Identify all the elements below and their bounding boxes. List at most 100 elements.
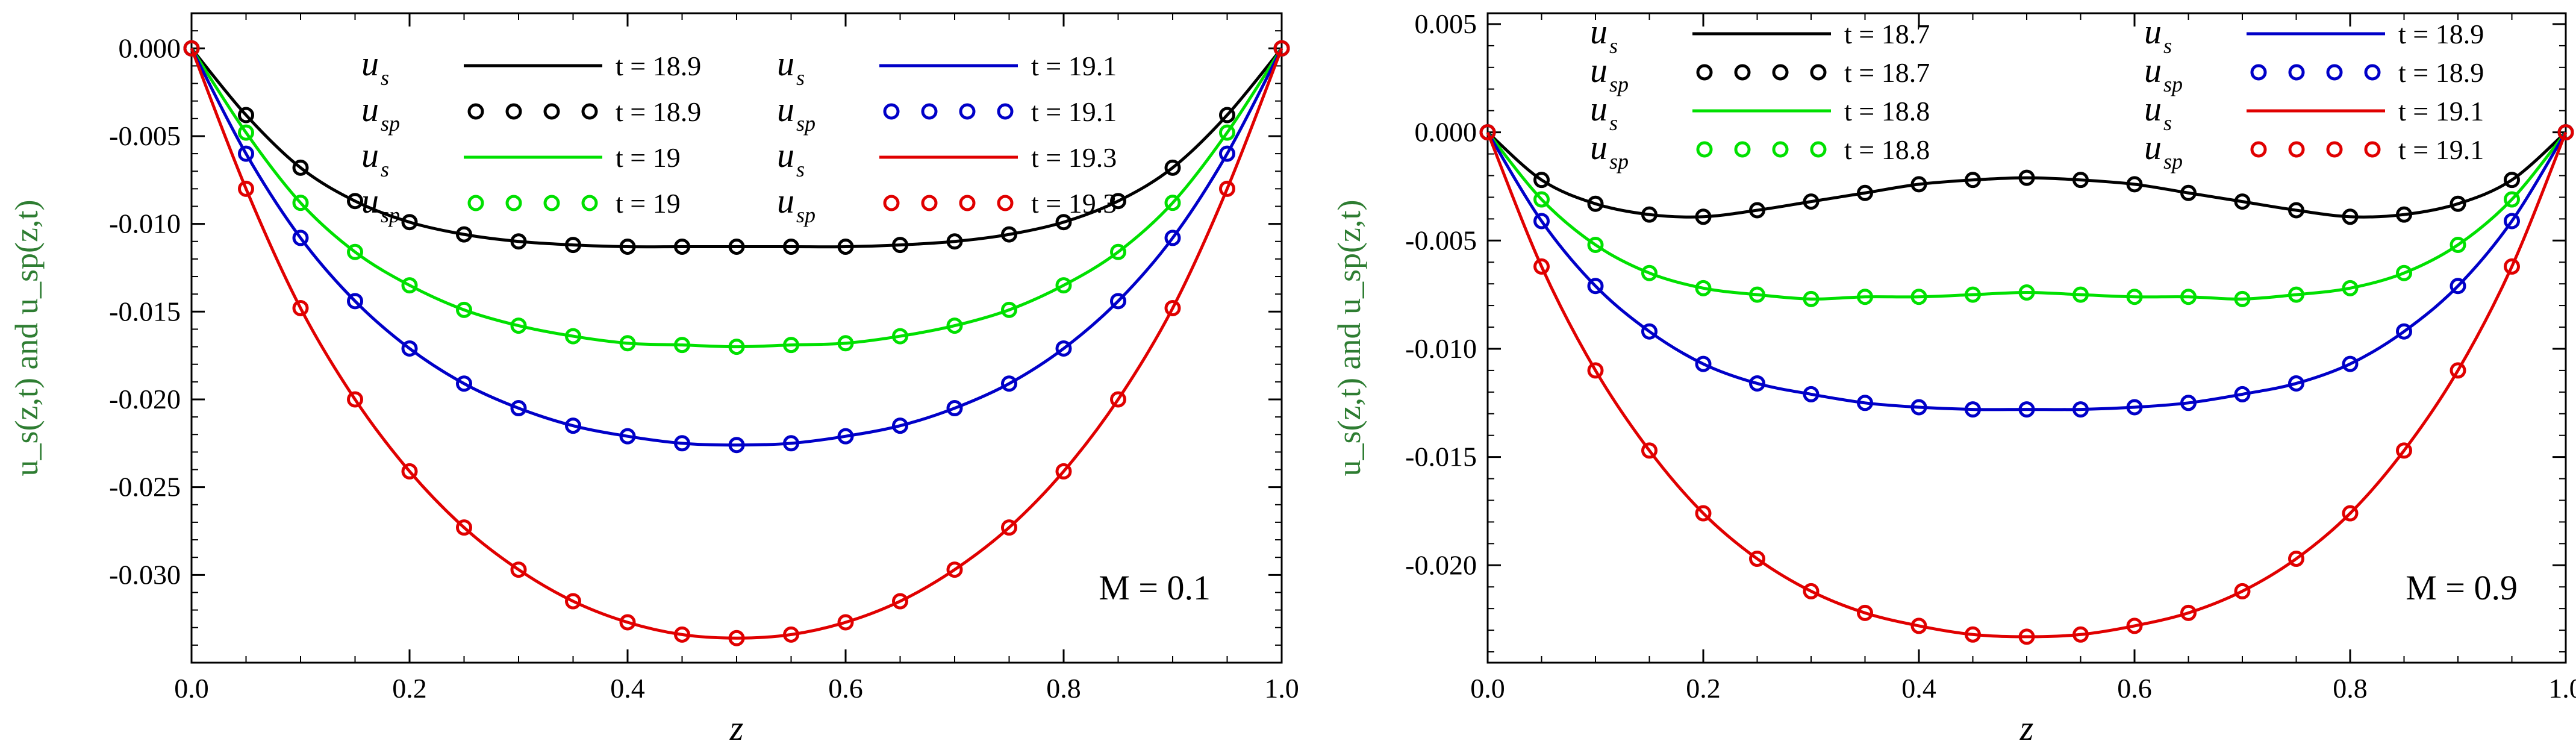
data-point-red: [946, 561, 963, 578]
legend-marker-key: [1696, 64, 1713, 81]
data-point-red: [1055, 463, 1072, 480]
series-line-red: [1486, 131, 2568, 639]
legend-symbol: u: [2144, 128, 2162, 167]
data-point-red: [2450, 362, 2466, 379]
data-point-blue: [401, 340, 418, 357]
data-point-red: [1001, 519, 1017, 536]
data-point-green: [892, 328, 908, 345]
y-axis-title: u_s(z,t) and u_sp(z,t): [1331, 200, 1367, 477]
data-point-black: [2234, 193, 2251, 210]
legend-label: t = 19: [616, 142, 681, 173]
legend-label: t = 18.8: [1844, 134, 1930, 165]
x-tick-label: 0.8: [2333, 673, 2368, 704]
legend-subscript: s: [381, 66, 389, 90]
data-point-black: [1749, 202, 1765, 219]
legend-marker-key: [467, 195, 484, 211]
data-point-green: [946, 317, 963, 334]
data-point-green: [2072, 286, 2089, 303]
data-point-green: [1533, 191, 1550, 208]
data-point-red: [2396, 442, 2412, 459]
data-point-red: [1857, 604, 1873, 621]
legend-symbol: u: [361, 90, 379, 129]
y-tick-label: -0.005: [1405, 225, 1477, 255]
legend-symbol: u: [1590, 51, 1608, 90]
data-point-blue: [2234, 386, 2251, 402]
data-point-blue: [2126, 399, 2143, 416]
data-point-green: [456, 301, 472, 318]
data-point-red: [674, 626, 690, 643]
data-point-red: [2234, 583, 2251, 599]
parameter-annotation: M = 0.1: [1099, 568, 1211, 607]
data-point-blue: [946, 400, 963, 417]
x-tick-label: 0.8: [1046, 673, 1081, 704]
legend-symbol: u: [2144, 12, 2162, 51]
data-point-blue: [1533, 213, 1550, 230]
data-point-black: [2396, 206, 2412, 223]
legend-marker-key: [959, 103, 976, 120]
data-point-red: [1219, 180, 1235, 197]
legend-symbol: u: [2144, 89, 2162, 128]
y-tick-label: 0.000: [119, 33, 181, 63]
data-point-red: [1695, 505, 1712, 522]
data-point-blue: [1910, 399, 1927, 416]
data-point-blue: [2072, 401, 2089, 418]
data-point-red: [2288, 551, 2304, 567]
legend-label: t = 19: [616, 188, 681, 219]
data-point-blue: [674, 435, 690, 452]
data-point-red: [619, 614, 636, 631]
data-point-green: [2342, 280, 2359, 296]
data-point-blue: [1001, 375, 1017, 392]
data-point-blue: [456, 375, 472, 392]
data-point-red: [1273, 40, 1290, 57]
legend-marker-key: [997, 195, 1014, 211]
data-point-green: [1641, 264, 1658, 281]
data-point-black: [347, 193, 363, 210]
data-point-red: [1749, 551, 1765, 567]
data-point-green: [2180, 289, 2197, 305]
data-point-green: [1965, 286, 1981, 303]
data-point-red: [347, 391, 363, 408]
data-point-black: [946, 233, 963, 250]
data-point-black: [1857, 184, 1873, 201]
data-point-green: [401, 277, 418, 294]
data-point-green: [1219, 124, 1235, 141]
data-point-green: [347, 243, 363, 260]
data-point-green: [674, 337, 690, 354]
series-line-green: [190, 47, 1283, 349]
legend-marker-key: [1810, 64, 1827, 81]
data-point-blue: [238, 145, 254, 162]
legend-entry: u sp t = 18.9: [361, 90, 701, 136]
legend-marker-key: [505, 103, 522, 120]
legend-marker-key: [2364, 141, 2381, 158]
legend-label: t = 19.3: [1031, 142, 1117, 173]
data-point-black: [892, 237, 908, 254]
legend-symbol: u: [2144, 51, 2162, 90]
legend-subscript: sp: [1609, 149, 1629, 173]
data-point-blue: [2396, 323, 2412, 340]
data-point-red: [1479, 124, 1496, 141]
data-point-green: [1055, 277, 1072, 294]
legend-label: t = 19.1: [1031, 96, 1117, 127]
series-line-green: [1486, 131, 2567, 301]
legend-marker-key: [1734, 64, 1751, 81]
data-point-red: [510, 561, 527, 578]
data-point-black: [2288, 202, 2304, 219]
data-point-black: [837, 238, 854, 255]
legend-label: t = 19.3: [1031, 188, 1117, 219]
data-point-red: [2126, 617, 2143, 634]
x-axis-title: z: [2019, 708, 2034, 744]
x-tick-label: 0.4: [1901, 673, 1936, 704]
data-point-black: [238, 107, 254, 123]
legend-subscript: sp: [2163, 149, 2183, 173]
data-point-green: [1164, 195, 1181, 211]
series-line-black: [190, 47, 1283, 249]
data-point-green: [1695, 280, 1712, 296]
plot-frame: [190, 12, 1283, 664]
legend-marker-key: [1772, 141, 1789, 158]
y-tick-label: -0.020: [1405, 549, 1477, 580]
legend-entry: u sp t = 19.1: [2144, 128, 2484, 173]
legend-entry: u sp t = 18.8: [1590, 128, 1930, 173]
legend-symbol: u: [777, 90, 794, 129]
